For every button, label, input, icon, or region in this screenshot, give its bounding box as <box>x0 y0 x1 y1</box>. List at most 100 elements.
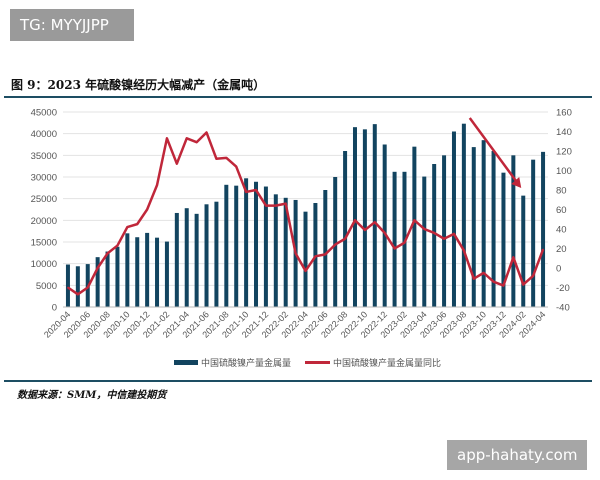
bar <box>75 266 80 307</box>
yoy-point <box>304 270 307 272</box>
yoy-point <box>512 256 515 259</box>
yoy-point <box>502 284 505 287</box>
yoy-point <box>403 241 406 244</box>
yoy-point <box>106 252 109 255</box>
bar <box>323 190 328 307</box>
bar <box>65 264 70 307</box>
yoy-point <box>156 184 158 186</box>
bar <box>254 181 259 307</box>
right-tick-label: 40 <box>556 225 567 236</box>
yoy-point <box>334 243 336 246</box>
legend-line-label: 中国硫酸镍产量金属量同比 <box>333 357 441 369</box>
yoy-point <box>245 191 247 193</box>
bar <box>244 178 249 307</box>
right-tick-label: 0 <box>556 264 561 275</box>
bar <box>501 172 506 307</box>
bar <box>521 195 526 307</box>
bar <box>164 241 169 307</box>
yoy-point <box>522 283 525 286</box>
bar <box>352 127 357 308</box>
yoy-point <box>463 249 465 252</box>
yoy-point <box>195 141 198 144</box>
bar <box>174 212 179 307</box>
yoy-point <box>126 226 129 228</box>
yoy-point <box>225 157 228 159</box>
yoy-point <box>255 189 257 191</box>
legend-bar-label: 中国硫酸镍产量金属量 <box>201 357 291 369</box>
bar <box>392 171 397 307</box>
right-tick-label: 160 <box>556 108 572 119</box>
bar <box>422 176 427 307</box>
yoy-point <box>67 286 69 289</box>
left-tick-label: 40000 <box>31 129 57 140</box>
bar <box>224 184 229 307</box>
yoy-point <box>482 272 485 274</box>
yoy-point <box>443 237 445 240</box>
right-tick-label: 120 <box>556 147 572 158</box>
yoy-point <box>532 275 534 277</box>
bar <box>541 151 546 307</box>
yoy-point <box>324 253 327 256</box>
yoy-point <box>77 293 79 296</box>
left-tick-label: 20000 <box>31 216 57 227</box>
yoy-point <box>235 165 238 168</box>
left-tick-label: 15000 <box>31 238 57 249</box>
yoy-point <box>116 244 119 247</box>
bar <box>531 159 536 307</box>
yoy-point <box>265 204 267 207</box>
right-tick-label: 60 <box>556 205 567 216</box>
right-tick-label: 140 <box>556 127 572 138</box>
bar <box>511 155 516 307</box>
bar <box>105 251 110 307</box>
arrow-head-icon <box>511 177 522 188</box>
yoy-point <box>185 137 188 140</box>
yoy-point <box>393 247 396 250</box>
yoy-point <box>205 131 208 134</box>
right-tick-label: -40 <box>556 303 570 314</box>
yoy-point <box>146 208 148 211</box>
watermark-top: TG: MYYJJPP <box>10 9 134 41</box>
bar <box>283 197 288 307</box>
legend-bar-swatch <box>174 360 198 365</box>
yoy-point <box>472 277 475 280</box>
bar <box>273 194 278 307</box>
bar <box>362 129 367 307</box>
yoy-point <box>433 232 435 234</box>
right-tick-label: 100 <box>556 166 572 177</box>
chart: 0 5000 10000 15000 20000 25000 30000 35000 40000… <box>31 108 572 370</box>
yoy-point <box>453 233 455 235</box>
left-tick-label: 0 <box>52 303 57 314</box>
bar <box>145 232 150 307</box>
bar <box>204 204 209 307</box>
yoy-point <box>284 202 287 205</box>
yoy-point <box>314 255 317 258</box>
bar <box>461 123 466 307</box>
bar <box>333 177 338 307</box>
bar <box>372 124 377 307</box>
bar <box>184 208 189 307</box>
chart-title: 图 9：2023 年硫酸镍经历大幅减产（金属吨） <box>11 78 266 92</box>
yoy-point <box>423 228 426 230</box>
left-tick-label: 25000 <box>31 194 57 205</box>
bar <box>382 144 387 307</box>
yoy-point <box>96 267 99 269</box>
bar <box>313 203 318 307</box>
bar <box>125 233 130 307</box>
bar <box>194 213 199 307</box>
right-tick-label: 80 <box>556 186 567 197</box>
bar <box>343 151 348 307</box>
bar <box>481 140 486 307</box>
source-divider <box>4 380 592 382</box>
bar <box>234 185 239 307</box>
right-tick-label: 20 <box>556 244 567 255</box>
bar <box>155 237 160 307</box>
bar <box>432 164 437 307</box>
yoy-point <box>373 221 376 223</box>
left-tick-label: 45000 <box>31 108 57 119</box>
bar <box>263 186 268 307</box>
watermark-bottom: app-hahaty.com <box>447 440 588 470</box>
yoy-point <box>344 237 346 240</box>
bar <box>442 155 447 307</box>
yoy-point <box>275 204 277 207</box>
bar <box>214 201 219 307</box>
